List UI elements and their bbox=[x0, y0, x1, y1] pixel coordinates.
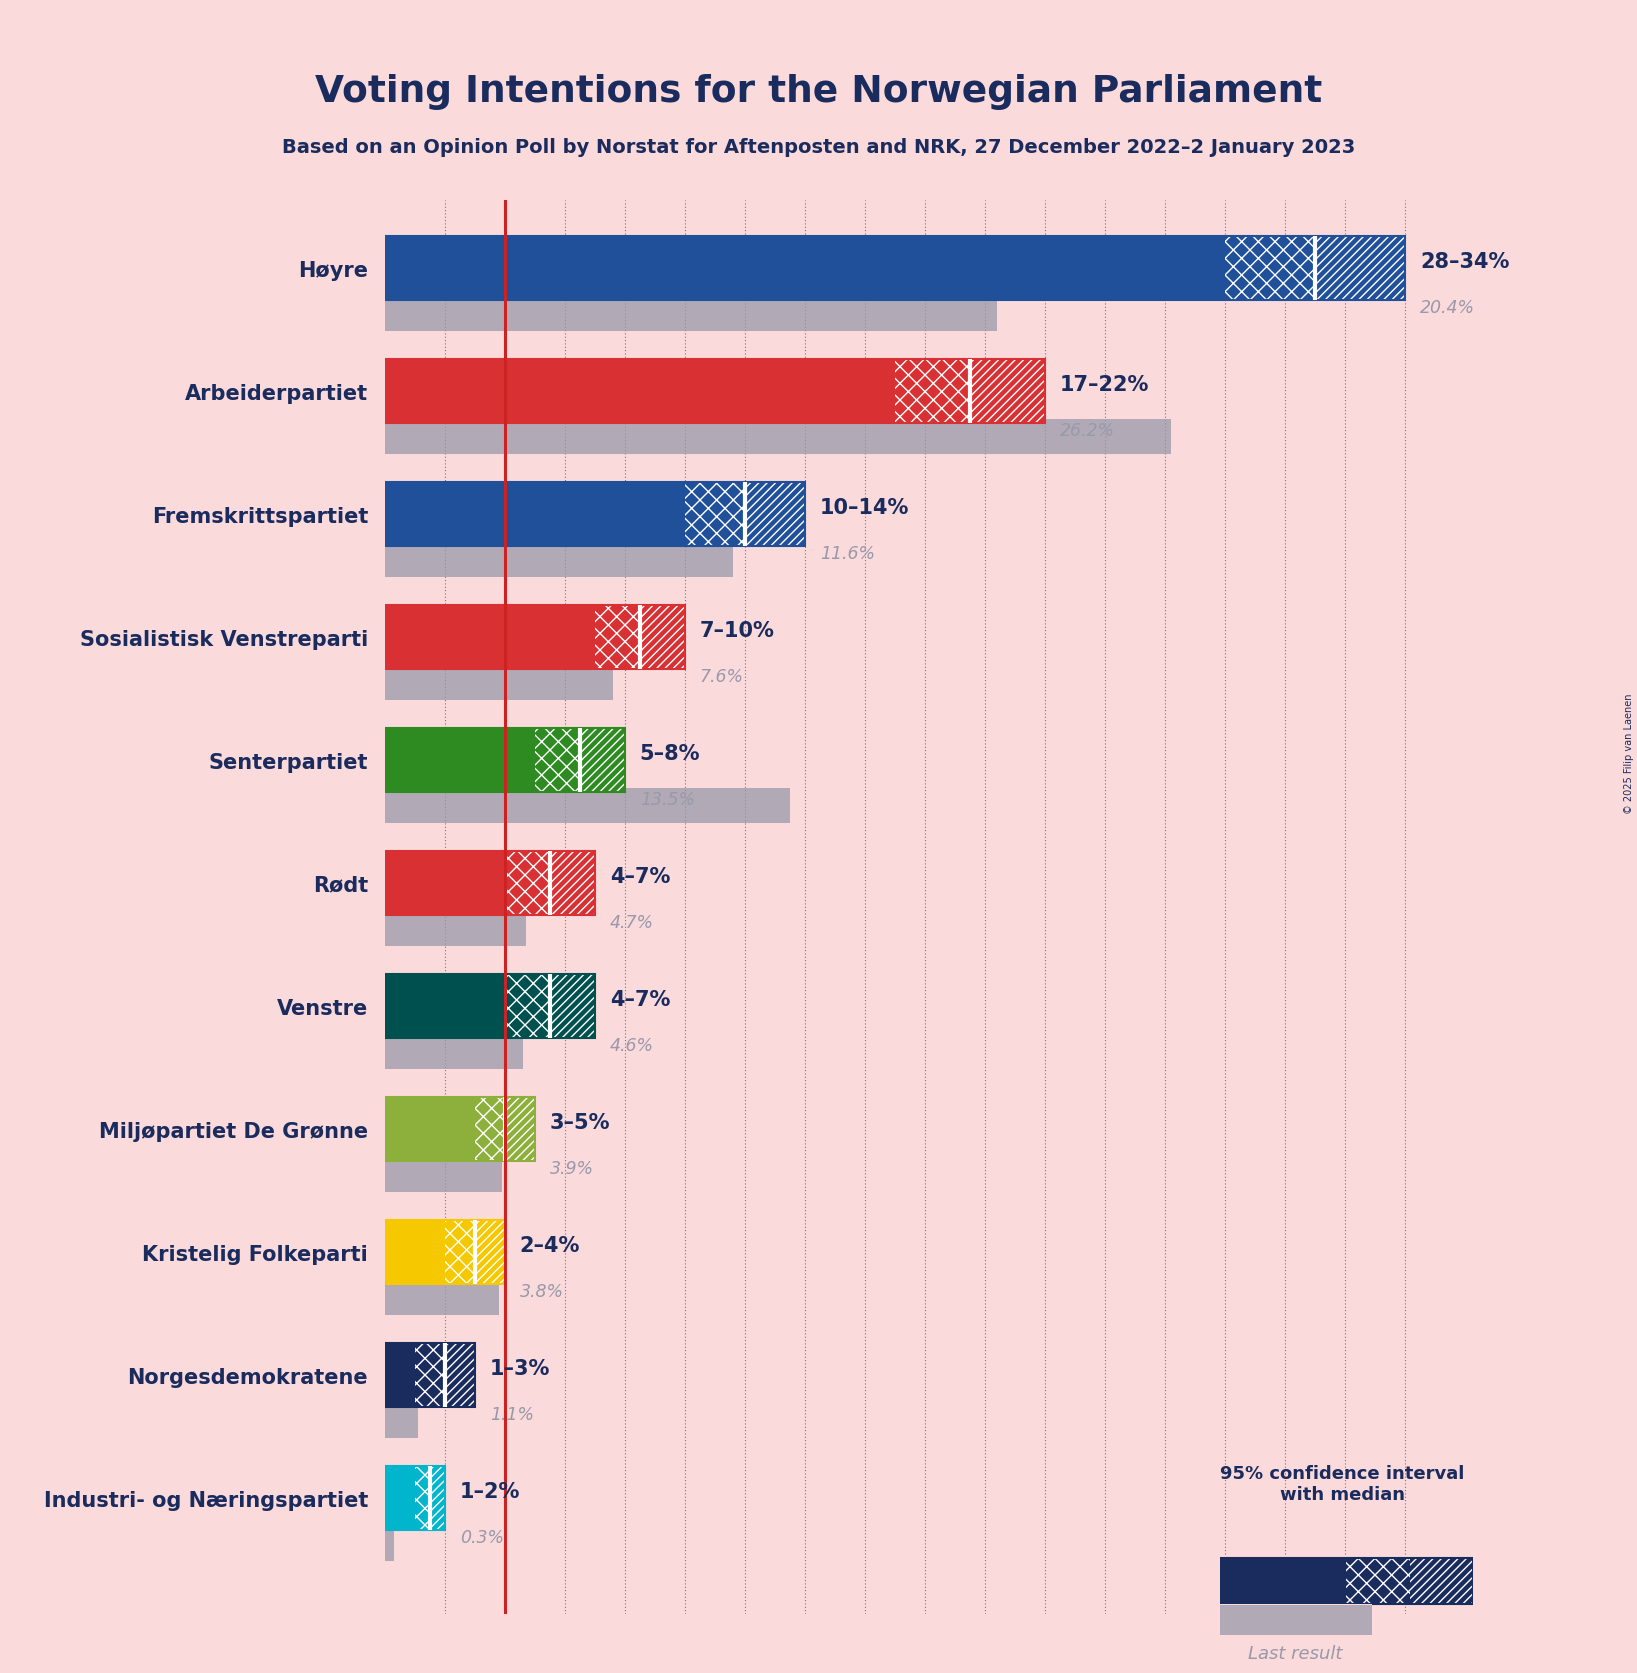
Text: 1–2%: 1–2% bbox=[460, 1482, 521, 1501]
Text: 7.6%: 7.6% bbox=[701, 668, 743, 686]
Bar bbox=[640, 606, 684, 669]
Text: 7–10%: 7–10% bbox=[701, 621, 774, 641]
Text: 17–22%: 17–22% bbox=[1061, 375, 1149, 395]
Text: © 2025 Filip van Laenen: © 2025 Filip van Laenen bbox=[1624, 693, 1634, 813]
Bar bbox=[385, 1526, 393, 1561]
Bar bbox=[1315, 236, 1405, 301]
Text: Voting Intentions for the Norwegian Parliament: Voting Intentions for the Norwegian Parl… bbox=[314, 74, 1323, 110]
Text: Last result: Last result bbox=[1249, 1645, 1342, 1661]
Bar bbox=[385, 420, 1170, 455]
Bar bbox=[745, 482, 805, 545]
Bar bbox=[445, 1220, 475, 1283]
Bar bbox=[385, 1036, 522, 1069]
Bar bbox=[385, 1404, 417, 1439]
Bar bbox=[385, 606, 594, 669]
Bar bbox=[475, 1220, 504, 1283]
Bar bbox=[504, 852, 550, 915]
Text: 0.3%: 0.3% bbox=[460, 1527, 504, 1546]
Bar bbox=[385, 1097, 475, 1161]
Bar bbox=[414, 1466, 429, 1529]
Bar bbox=[504, 974, 550, 1037]
Bar bbox=[579, 728, 625, 791]
Bar bbox=[414, 1343, 445, 1407]
Text: 4–7%: 4–7% bbox=[611, 990, 670, 1010]
Bar bbox=[385, 1220, 445, 1283]
Text: 4.7%: 4.7% bbox=[611, 913, 653, 932]
Bar bbox=[385, 912, 525, 947]
Bar bbox=[1409, 1559, 1473, 1603]
Bar bbox=[445, 1343, 475, 1407]
Text: 95% confidence interval
with median: 95% confidence interval with median bbox=[1220, 1464, 1465, 1504]
Bar bbox=[594, 606, 640, 669]
Text: 5–8%: 5–8% bbox=[640, 744, 701, 765]
Text: 4–7%: 4–7% bbox=[611, 867, 670, 887]
Text: 13.5%: 13.5% bbox=[640, 790, 694, 808]
Bar bbox=[535, 728, 579, 791]
Bar bbox=[1220, 1559, 1347, 1603]
Bar bbox=[385, 544, 733, 577]
Bar bbox=[504, 1097, 535, 1161]
Text: 1–3%: 1–3% bbox=[489, 1358, 550, 1379]
Bar bbox=[895, 360, 969, 423]
Bar bbox=[1347, 1559, 1409, 1603]
Text: 3.9%: 3.9% bbox=[550, 1159, 594, 1178]
Bar bbox=[385, 360, 895, 423]
Text: Based on an Opinion Poll by Norstat for Aftenposten and NRK, 27 December 2022–2 : Based on an Opinion Poll by Norstat for … bbox=[282, 137, 1355, 157]
Bar bbox=[1220, 1559, 1473, 1603]
Bar bbox=[385, 1158, 501, 1193]
Bar bbox=[385, 236, 1224, 301]
Bar bbox=[550, 852, 594, 915]
Bar bbox=[385, 1466, 414, 1529]
Text: 4.6%: 4.6% bbox=[611, 1036, 653, 1054]
Bar bbox=[385, 1280, 499, 1315]
Text: 28–34%: 28–34% bbox=[1419, 253, 1509, 273]
Bar bbox=[385, 852, 504, 915]
Bar bbox=[475, 1097, 504, 1161]
Text: 3–5%: 3–5% bbox=[550, 1113, 611, 1133]
Bar bbox=[1224, 236, 1315, 301]
Bar bbox=[385, 974, 504, 1037]
Bar bbox=[385, 1343, 414, 1407]
Text: 11.6%: 11.6% bbox=[820, 545, 874, 562]
Bar bbox=[1220, 1604, 1372, 1635]
Text: 2–4%: 2–4% bbox=[521, 1236, 579, 1256]
Bar bbox=[385, 790, 789, 823]
Text: 3.8%: 3.8% bbox=[521, 1282, 563, 1300]
Bar bbox=[385, 482, 684, 545]
Bar bbox=[684, 482, 745, 545]
Text: 1.1%: 1.1% bbox=[489, 1405, 534, 1424]
Text: 26.2%: 26.2% bbox=[1061, 422, 1115, 440]
Bar bbox=[550, 974, 594, 1037]
Bar bbox=[429, 1466, 445, 1529]
Text: 10–14%: 10–14% bbox=[820, 499, 909, 519]
Bar bbox=[385, 666, 612, 701]
Bar bbox=[385, 298, 997, 331]
Text: 20.4%: 20.4% bbox=[1419, 299, 1475, 316]
Bar bbox=[969, 360, 1044, 423]
Bar bbox=[385, 728, 535, 791]
